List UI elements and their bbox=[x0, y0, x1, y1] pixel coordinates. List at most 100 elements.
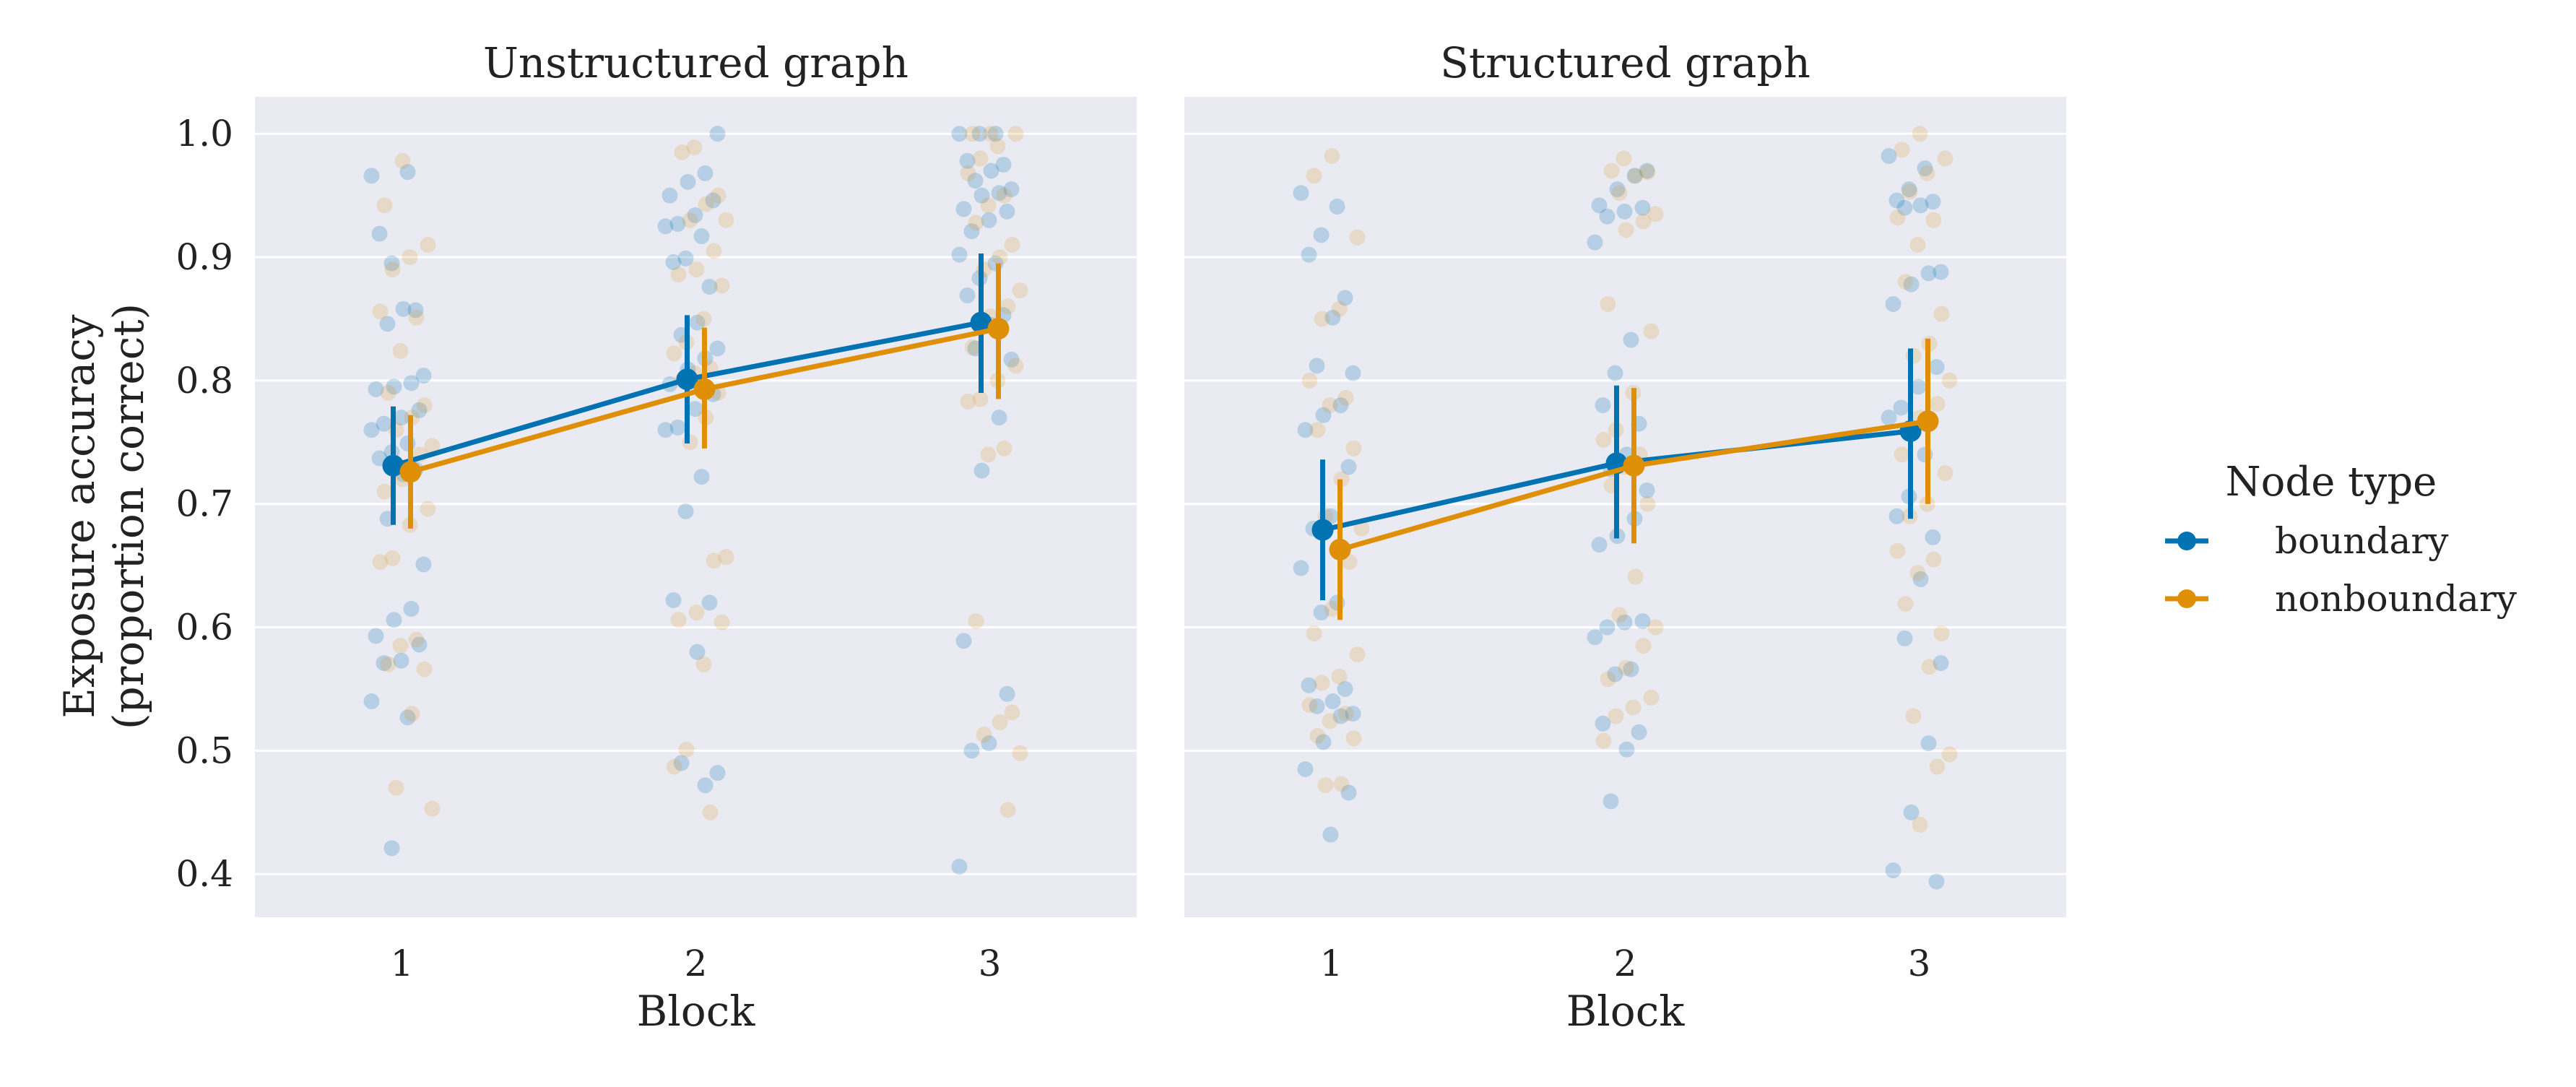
data-point-nonboundary bbox=[1639, 495, 1656, 512]
data-point-nonboundary bbox=[674, 144, 690, 160]
data-point-nonboundary bbox=[968, 613, 984, 630]
data-point-boundary bbox=[657, 422, 674, 438]
data-point-nonboundary bbox=[408, 309, 425, 326]
data-point-boundary bbox=[1912, 571, 1929, 587]
data-point-boundary bbox=[967, 173, 984, 189]
data-point-nonboundary bbox=[404, 706, 420, 722]
data-point-boundary bbox=[987, 126, 1004, 142]
data-point-nonboundary bbox=[1929, 396, 1946, 412]
data-point-boundary bbox=[1920, 265, 1937, 282]
data-point-nonboundary bbox=[999, 298, 1016, 315]
mean-point-nonboundary bbox=[1623, 454, 1645, 477]
data-point-nonboundary bbox=[980, 197, 997, 214]
data-point-boundary bbox=[386, 378, 402, 395]
data-point-boundary bbox=[1607, 365, 1623, 381]
data-point-nonboundary bbox=[376, 483, 393, 500]
data-point-boundary bbox=[1587, 629, 1603, 646]
data-point-boundary bbox=[1337, 290, 1353, 306]
data-point-boundary bbox=[697, 777, 714, 794]
data-point-boundary bbox=[955, 201, 972, 217]
data-point-boundary bbox=[1591, 537, 1608, 553]
mean-point-boundary bbox=[970, 311, 992, 334]
data-point-nonboundary bbox=[424, 800, 441, 817]
data-point-nonboundary bbox=[666, 758, 682, 775]
data-point-nonboundary bbox=[380, 384, 396, 401]
data-point-boundary bbox=[393, 410, 409, 426]
data-point-boundary bbox=[1616, 203, 1633, 220]
panel-title: Structured graph bbox=[1440, 38, 1810, 87]
data-point-boundary bbox=[1888, 192, 1905, 209]
data-point-boundary bbox=[1309, 698, 1325, 714]
data-point-boundary bbox=[393, 652, 409, 669]
data-point-boundary bbox=[1329, 199, 1345, 215]
data-point-boundary bbox=[1912, 197, 1929, 214]
data-point-boundary bbox=[1910, 378, 1927, 395]
data-point-nonboundary bbox=[1627, 568, 1644, 585]
data-point-boundary bbox=[1324, 693, 1341, 710]
data-point-boundary bbox=[709, 340, 726, 357]
data-point-nonboundary bbox=[1625, 699, 1642, 716]
data-point-boundary bbox=[677, 503, 694, 519]
data-point-boundary bbox=[973, 462, 990, 479]
data-point-boundary bbox=[701, 594, 718, 611]
data-point-nonboundary bbox=[1353, 520, 1370, 537]
data-point-nonboundary bbox=[964, 126, 981, 142]
data-point-boundary bbox=[709, 765, 726, 781]
data-point-boundary bbox=[981, 735, 997, 752]
data-point-nonboundary bbox=[1349, 229, 1366, 246]
data-point-nonboundary bbox=[1012, 282, 1028, 299]
data-point-nonboundary bbox=[1909, 236, 1926, 253]
data-point-boundary bbox=[1595, 397, 1611, 414]
data-point-boundary bbox=[971, 126, 988, 142]
y-axis-label-line-2: (proportion correct) bbox=[104, 303, 153, 729]
data-point-boundary bbox=[1928, 873, 1945, 890]
data-point-nonboundary bbox=[1324, 147, 1340, 164]
data-point-boundary bbox=[689, 644, 706, 660]
panel-title: Unstructured graph bbox=[483, 38, 908, 87]
data-point-nonboundary bbox=[1647, 619, 1664, 636]
data-point-nonboundary bbox=[1603, 163, 1620, 179]
data-point-nonboundary bbox=[695, 656, 712, 672]
data-point-boundary bbox=[411, 636, 428, 653]
data-point-nonboundary bbox=[670, 612, 687, 628]
mean-point-nonboundary bbox=[1329, 538, 1351, 560]
data-point-nonboundary bbox=[1595, 431, 1612, 448]
data-point-boundary bbox=[697, 165, 714, 181]
data-point-nonboundary bbox=[1941, 372, 1958, 389]
data-point-boundary bbox=[1881, 147, 1897, 164]
data-point-boundary bbox=[383, 255, 400, 272]
data-point-boundary bbox=[1639, 482, 1655, 498]
data-point-nonboundary bbox=[1309, 727, 1326, 744]
data-point-nonboundary bbox=[408, 631, 425, 648]
data-point-nonboundary bbox=[1919, 165, 1935, 181]
data-point-nonboundary bbox=[1322, 397, 1338, 414]
data-point-nonboundary bbox=[1322, 713, 1338, 729]
data-point-boundary bbox=[687, 207, 703, 223]
data-point-boundary bbox=[1925, 194, 1941, 210]
data-point-boundary bbox=[689, 314, 706, 331]
data-point-nonboundary bbox=[1912, 816, 1928, 833]
data-point-boundary bbox=[1928, 359, 1945, 376]
data-point-boundary bbox=[1626, 168, 1643, 184]
data-point-boundary bbox=[1332, 397, 1349, 414]
legend-marker-nonboundary bbox=[2177, 589, 2196, 608]
data-point-nonboundary bbox=[1937, 150, 1953, 167]
data-point-nonboundary bbox=[1635, 213, 1652, 230]
data-point-nonboundary bbox=[1901, 183, 1918, 200]
x-tick-label: 1 bbox=[1320, 943, 1343, 984]
data-point-boundary bbox=[693, 469, 710, 485]
panels-layer: 0.4 0.5 0.6 0.7 0.8 0.9 1.0 Unstructured graph 1… bbox=[175, 38, 2066, 1036]
data-point-boundary bbox=[677, 250, 694, 267]
data-point-nonboundary bbox=[1929, 758, 1946, 775]
data-point-boundary bbox=[669, 215, 686, 232]
data-point-boundary bbox=[1616, 614, 1633, 631]
data-point-nonboundary bbox=[960, 165, 976, 181]
data-point-nonboundary bbox=[688, 605, 705, 621]
data-point-nonboundary bbox=[1306, 168, 1322, 184]
data-point-nonboundary bbox=[1905, 347, 1922, 364]
data-point-boundary bbox=[1599, 208, 1616, 225]
data-point-nonboundary bbox=[688, 261, 705, 278]
data-point-boundary bbox=[991, 410, 1007, 426]
data-point-nonboundary bbox=[980, 446, 997, 463]
